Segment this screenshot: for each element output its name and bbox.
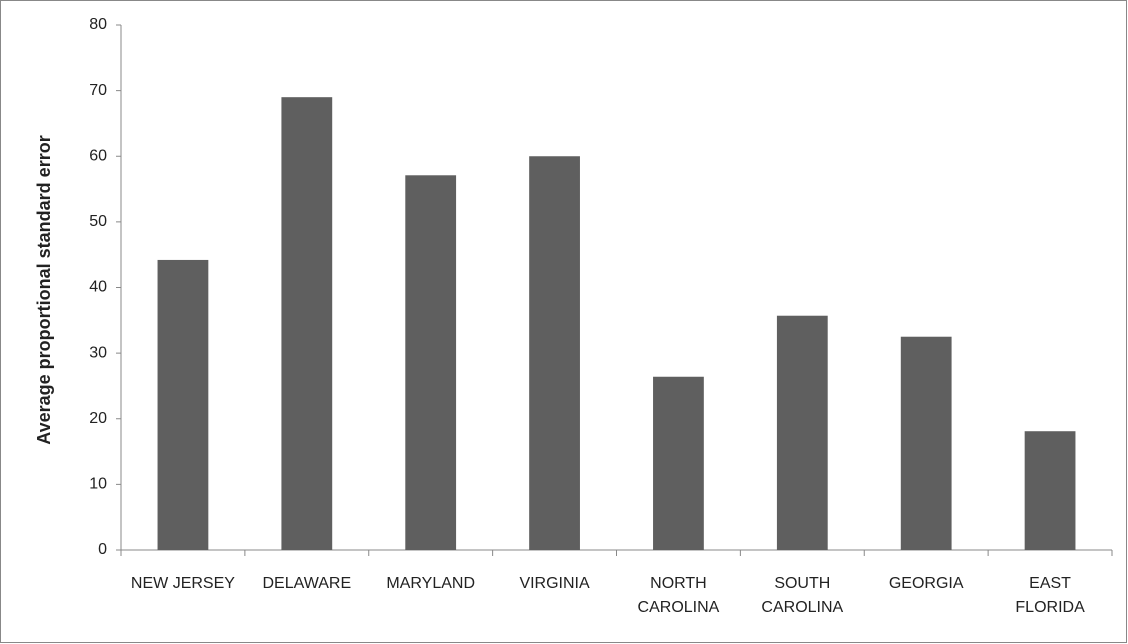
y-axis-label: Average proportional standard error bbox=[34, 135, 54, 444]
bar bbox=[900, 336, 952, 550]
bar bbox=[529, 156, 580, 550]
x-tick-label: VIRGINIA bbox=[519, 575, 590, 592]
y-tick-label: 30 bbox=[89, 344, 107, 361]
x-tick-label: NORTH CAROLINA bbox=[637, 575, 720, 616]
y-tick-label: 60 bbox=[89, 147, 107, 164]
bar bbox=[405, 175, 457, 550]
x-tick-label: SOUTH CAROLINA bbox=[761, 575, 844, 616]
x-tick-label: DELAWARE bbox=[262, 575, 352, 592]
x-tick-label: GEORGIA bbox=[888, 575, 964, 592]
x-tick-label: NEW JERSEY bbox=[130, 575, 235, 592]
x-tick-label: EAST FLORIDA bbox=[1015, 575, 1085, 616]
bar bbox=[653, 376, 704, 550]
y-tick-label: 0 bbox=[98, 541, 107, 558]
y-tick-label: 50 bbox=[89, 213, 107, 230]
y-tick-label: 80 bbox=[89, 16, 107, 33]
y-tick-label: 20 bbox=[89, 410, 107, 427]
bar bbox=[157, 259, 209, 550]
y-tick-label: 10 bbox=[89, 476, 107, 493]
y-tick-label: 40 bbox=[89, 279, 107, 296]
y-tick-label: 70 bbox=[89, 82, 107, 99]
x-tick-label: MARYLAND bbox=[386, 575, 475, 592]
bar bbox=[776, 315, 828, 550]
bar bbox=[1024, 431, 1076, 550]
bar bbox=[281, 97, 333, 550]
